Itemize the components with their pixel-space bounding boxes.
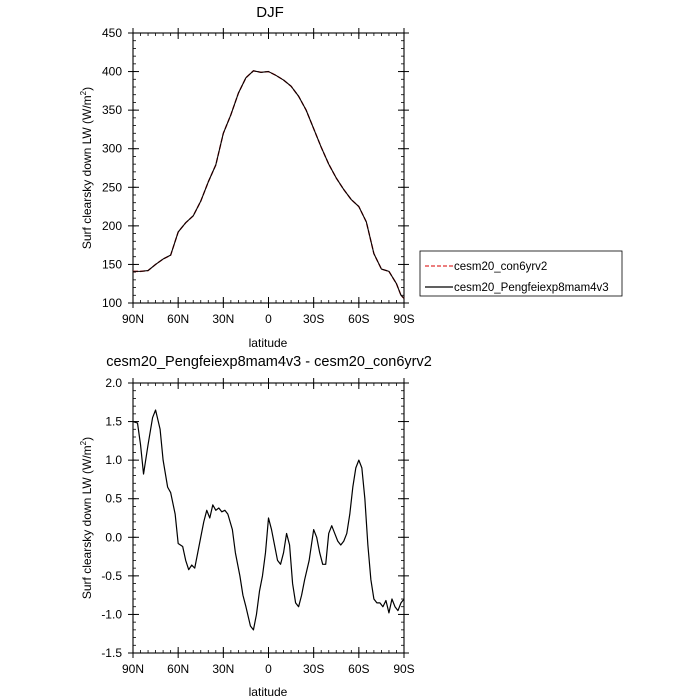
- top-y-tick-label: 250: [102, 180, 122, 194]
- top-y-tick-label: 200: [102, 219, 122, 233]
- legend-label-con6yrv2: cesm20_con6yrv2: [454, 261, 547, 273]
- bottom-y-tick-label: 0.0: [105, 530, 122, 544]
- top-ticks: [128, 28, 409, 308]
- top-x-tick-label: 30S: [303, 312, 324, 326]
- legend: cesm20_con6yrv2 cesm20_Pengfeiexp8mam4v3: [419, 250, 623, 297]
- legend-box: [419, 250, 623, 297]
- bottom-y-tick-label: -1.0: [101, 607, 122, 621]
- top-panel-title: DJF: [256, 4, 284, 21]
- bottom-y-tick-label: 0.5: [105, 492, 122, 506]
- bottom-y-tick-label: -1.5: [101, 646, 122, 660]
- top-y-tick-label: 350: [102, 103, 122, 117]
- top-y-tick-labels: 100 150 200 250 300 350 400 450: [102, 26, 122, 310]
- top-y-tick-label: 150: [102, 257, 122, 271]
- bottom-panel: cesm20_Pengfeiexp8mam4v3 - cesm20_con6yr…: [79, 354, 432, 699]
- bottom-panel-title: cesm20_Pengfeiexp8mam4v3 - cesm20_con6yr…: [106, 354, 432, 370]
- top-x-tick-label: 90S: [393, 312, 414, 326]
- top-panel: DJF 90N 60N 30N 0 30S 60S 90S 100 150 200 250 300 3…: [79, 4, 415, 350]
- bottom-x-tick-label: 60N: [167, 662, 189, 676]
- bottom-x-tick-label: 90N: [122, 662, 144, 676]
- bottom-x-tick-label: 90S: [393, 662, 414, 676]
- bottom-y-tick-label: -0.5: [101, 569, 122, 583]
- top-x-tick-label: 60N: [167, 312, 189, 326]
- bottom-x-tick-label: 0: [265, 662, 272, 676]
- top-x-tick-label: 60S: [348, 312, 369, 326]
- bottom-series-lines: [132, 409, 405, 631]
- bottom-y-tick-label: 1.0: [105, 453, 122, 467]
- top-x-axis-label: latitude: [249, 336, 288, 350]
- bottom-y-tick-label: 1.5: [105, 415, 122, 429]
- bottom-y-axis-label: Surf clearsky down LW (W/m2): [79, 437, 94, 599]
- top-y-tick-label: 100: [102, 296, 122, 310]
- legend-label-pengfeiexp8mam4v3: cesm20_Pengfeiexp8mam4v3: [454, 282, 609, 294]
- top-series-line-cesm20-con6yrv2: [133, 70, 405, 299]
- top-x-tick-labels: 90N 60N 30N 0 30S 60S 90S: [122, 312, 415, 326]
- top-plot-frame: [132, 32, 405, 304]
- top-x-tick-label: 0: [265, 312, 272, 326]
- top-y-tick-label: 400: [102, 65, 122, 79]
- bottom-ticks: [128, 378, 409, 658]
- top-x-tick-label: 90N: [122, 312, 144, 326]
- bottom-series-line-difference: [132, 409, 405, 631]
- bottom-y-tick-label: 2.0: [105, 376, 122, 390]
- top-series-lines: [133, 70, 405, 299]
- top-x-tick-label: 30N: [212, 312, 234, 326]
- bottom-x-tick-labels: 90N 60N 30N 0 30S 60S 90S: [122, 662, 415, 676]
- bottom-x-axis-label: latitude: [249, 685, 288, 699]
- top-y-axis-label: Surf clearsky down LW (W/m2): [79, 87, 94, 249]
- top-series-line-cesm20-pengfeiexp8mam4v3: [133, 70, 405, 299]
- bottom-x-tick-label: 60S: [348, 662, 369, 676]
- top-y-tick-label: 450: [102, 26, 122, 40]
- bottom-y-tick-labels: -1.5 -1.0 -0.5 0.0 0.5 1.0 1.5 2.0: [101, 376, 122, 660]
- bottom-x-tick-label: 30S: [303, 662, 324, 676]
- top-y-tick-label: 300: [102, 142, 122, 156]
- bottom-x-tick-label: 30N: [212, 662, 234, 676]
